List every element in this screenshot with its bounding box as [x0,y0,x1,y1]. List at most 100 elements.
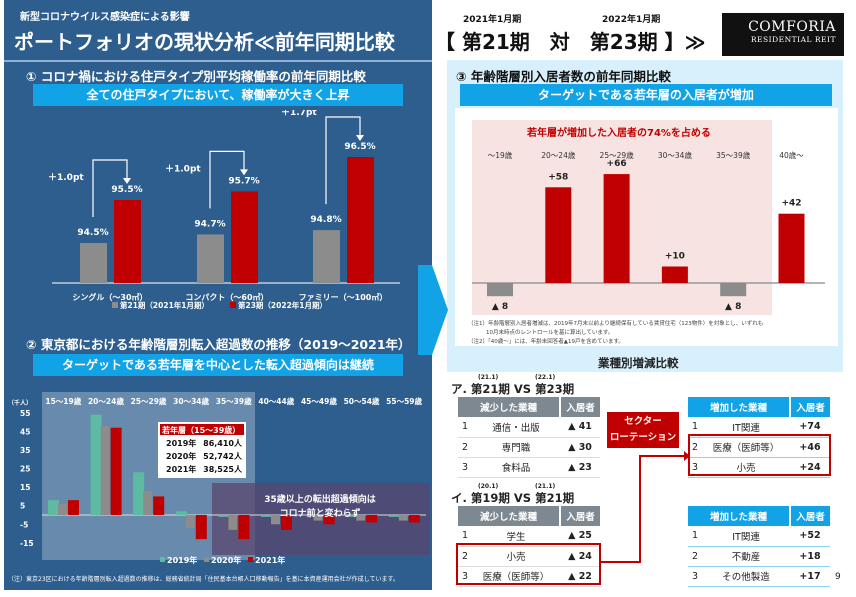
resident-change: +18 [790,546,830,567]
table-b-decreased: 減少した業種 入居者 1 学生 ▲ 25 2 小売 ▲ 24 3 医療（医師等） ▲ 22 [458,506,600,587]
inset-year: 2020年 [166,451,196,461]
bar-2021年-6 [323,515,335,525]
resident-change: ▲ 25 [560,526,600,547]
table-row: 3 その他製造 +17 [688,566,830,587]
bar-0-2 [313,230,340,283]
column-header: 増加した業種 [688,506,790,526]
table-b-increased: 増加した業種 入居者 1 IT関連 +52 2 不動産 +18 3 その他製造 +17 [688,506,830,587]
inset-header [160,424,244,435]
table-row: 3 食料品 ▲ 23 [458,457,600,478]
section1-heading: ① コロナ禍における住戸タイプ別平均稼働率の前年同期比較 [26,69,366,84]
bar-2021年-4 [238,515,250,540]
highlight-box-a [688,434,831,476]
sup-a1: (21.1) [478,374,499,381]
resident-change: +52 [790,526,830,547]
bar-2021年-0 [68,500,79,515]
column-header: 入居者 [789,506,830,526]
bar-2 [603,174,630,283]
resident-change: ▲ 23 [560,457,600,478]
rank: 3 [458,457,473,478]
industry: その他製造 [702,566,790,587]
y-tick: 55 [20,409,30,418]
industry: 医療（医師等） [702,437,790,458]
increase-arrow [325,116,361,205]
comparison-a-label: ア. 第21期 VS 第23期 [451,382,575,396]
data-label: +10 [665,252,685,262]
data-label: 95.5% [111,185,142,195]
y-tick: 15 [20,483,30,492]
y-tick: -15 [20,539,34,548]
table-row: 1 IT関連 +52 [688,526,830,547]
connector-arrow [600,451,690,563]
column-header: 減少した業種 [458,506,560,526]
y-tick: 5 [20,502,25,511]
legend-label: 第23期（2022年1月期） [238,300,327,310]
resident-change: ▲ 41 [560,417,600,438]
category-label: 55～59歳 [386,396,422,406]
category-label: シングル（～30㎡） [72,292,147,302]
rank: 3 [688,566,703,587]
chart-title: 若年層が増加した入居者の74%を占める [526,126,711,139]
resident-change: +17 [790,566,830,587]
inset-value: 86,410人 [203,438,243,448]
category-label: 20～24歳 [541,150,576,160]
bar-2019年-5 [261,515,272,517]
bar-2021年-5 [281,515,292,530]
bar-2020年-5 [271,515,280,525]
industry: IT関連 [702,417,790,438]
inset-value: 52,742人 [203,451,243,461]
industry: 小売 [702,457,790,478]
table-row: 1 学生 ▲ 25 [458,526,600,547]
industry: 専門職 [472,437,560,458]
resident-change: ▲ 30 [560,437,600,458]
industry: IT関連 [702,526,790,547]
section3-banner: ターゲットである若年層の入居者が増加 [460,84,832,106]
inset-year: 2019年 [166,438,196,448]
rank: 2 [458,437,473,458]
bar-2019年-0 [48,500,59,515]
column-header: 入居者 [559,506,600,526]
rank: 1 [458,417,473,438]
rank: 3 [688,457,703,478]
category-label: 45～49歳 [301,396,337,406]
arrow-head-icon [123,178,131,185]
category-label: コンパクト（～60㎡） [185,292,268,302]
sup-b2: (21.1) [535,483,556,490]
period-a: 2021年1月期 [463,15,522,25]
rank: 3 [458,566,473,587]
section2-banner: ターゲットである若年層を中心とした転入超過傾向は継続 [33,354,403,376]
data-label: 94.8% [310,215,341,225]
increase-arrow [92,159,128,218]
highlight-box-b [456,543,601,585]
y-axis-unit: （千人） [8,399,32,407]
category-label: 35～39歳 [216,396,252,406]
column-header: 入居者 [559,397,600,417]
category-label: 40～44歳 [258,396,294,406]
resident-change: ▲ 22 [560,566,600,587]
industry: 小売 [472,546,560,567]
bar-2020年-8 [398,515,408,521]
sup-a2: (22.1) [535,374,556,381]
inset-value: 38,525人 [203,464,243,474]
callout-line1: 35歳以上の転出超過傾向は [264,493,376,505]
section2-heading: ② 東京都における年齢階層別転入超過数の推移（2019～2021年） [26,337,411,352]
data-label: 94.5% [77,228,108,238]
industry: 食料品 [472,457,560,478]
category-label: 15～19歳 [45,396,81,406]
bar-0 [487,283,513,297]
bar-1-1 [231,191,258,283]
bar-2020年-1 [100,425,110,515]
resident-change: +74 [790,417,830,438]
table-row: 3 小売 +24 [688,457,830,478]
data-label: 96.5% [344,142,375,152]
divider [4,60,432,62]
bar-2019年-3 [175,511,187,515]
category-label: 35～39歳 [716,150,751,160]
increase-annotation: ＋1.0pt [165,163,201,174]
bar-2019年-8 [388,515,400,517]
bar-2020年-3 [185,515,195,528]
resident-change: +24 [790,457,830,478]
comparison-b-label: イ. 第19期 VS 第21期 [451,491,575,505]
legend-label: 2020年 [211,555,241,565]
category-label: 25～29歳 [131,396,167,406]
